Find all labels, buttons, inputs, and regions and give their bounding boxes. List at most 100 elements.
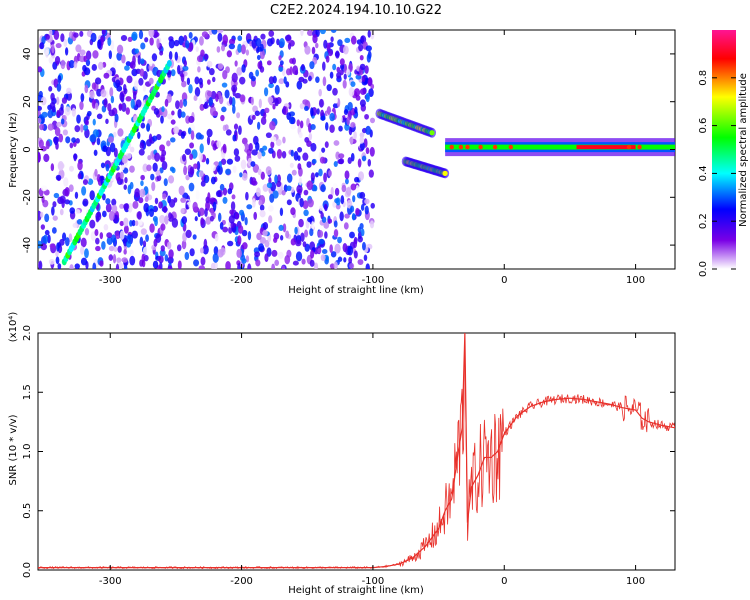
heat-cell bbox=[153, 108, 160, 115]
heat-cell bbox=[259, 43, 264, 52]
heat-cell bbox=[183, 165, 188, 176]
heat-cell bbox=[38, 152, 41, 163]
heat-cell bbox=[182, 153, 187, 162]
heat-cell bbox=[337, 39, 343, 47]
heat-cell bbox=[47, 123, 54, 131]
heat-cell bbox=[297, 163, 302, 170]
heat-cell bbox=[48, 85, 53, 92]
heat-cell bbox=[208, 68, 215, 76]
heat-cell bbox=[330, 251, 337, 258]
heat-cell bbox=[164, 215, 169, 225]
heat-cell bbox=[52, 215, 58, 221]
heat-cell bbox=[255, 69, 260, 77]
heat-cell bbox=[44, 229, 50, 236]
heat-cell bbox=[316, 139, 322, 147]
heat-cell bbox=[365, 125, 372, 135]
heat-cell bbox=[359, 135, 364, 144]
y-tick-label: 0 bbox=[22, 146, 33, 152]
heat-cell bbox=[40, 243, 47, 251]
heat-cell bbox=[217, 63, 224, 70]
heat-cell bbox=[225, 261, 231, 269]
heat-cell bbox=[328, 170, 332, 177]
heat-cell bbox=[366, 53, 371, 63]
heat-cell bbox=[310, 124, 316, 131]
heat-cell bbox=[245, 49, 250, 56]
heat-cell bbox=[148, 77, 154, 85]
heat-cell bbox=[139, 68, 145, 77]
heat-cell bbox=[47, 109, 54, 119]
y-tick-label: 2.0 bbox=[22, 325, 33, 341]
heat-cell bbox=[241, 229, 248, 237]
heat-cell bbox=[109, 87, 114, 97]
heat-cell bbox=[492, 144, 498, 150]
heat-cell bbox=[216, 165, 221, 173]
heat-cell bbox=[168, 249, 174, 259]
heat-cell bbox=[228, 96, 233, 105]
heat-cell bbox=[164, 254, 169, 262]
heat-cell bbox=[326, 106, 332, 115]
y-tick-label: 1.0 bbox=[22, 444, 33, 460]
heat-cell bbox=[322, 61, 326, 71]
spectrogram-marks bbox=[38, 30, 675, 269]
heat-cell bbox=[287, 42, 292, 50]
heat-cell bbox=[260, 171, 265, 180]
heat-cell bbox=[122, 167, 129, 174]
heat-cell bbox=[353, 131, 357, 140]
heat-cell bbox=[50, 163, 55, 172]
heat-cell bbox=[106, 232, 113, 239]
heat-cell bbox=[197, 66, 201, 73]
heat-cell bbox=[170, 119, 176, 125]
heat-cell bbox=[251, 149, 258, 156]
heat-cell bbox=[297, 147, 303, 153]
heat-cell bbox=[185, 229, 192, 239]
heat-cell bbox=[125, 96, 132, 102]
heat-cell bbox=[92, 118, 96, 126]
heat-cell bbox=[337, 236, 342, 244]
heat-cell bbox=[319, 98, 324, 108]
heat-cell bbox=[306, 140, 312, 148]
heat-cell bbox=[85, 50, 92, 60]
heat-cell bbox=[311, 221, 315, 230]
heat-cell bbox=[274, 84, 280, 95]
heat-cell bbox=[205, 157, 210, 165]
heat-cell bbox=[159, 214, 166, 224]
heat-cell bbox=[198, 77, 203, 85]
heat-cell bbox=[224, 124, 229, 131]
heat-cell bbox=[61, 97, 68, 104]
heat-cell bbox=[207, 79, 211, 85]
heat-cell bbox=[275, 138, 282, 147]
heat-cell bbox=[291, 186, 295, 193]
heat-cell bbox=[265, 132, 272, 139]
heat-cell bbox=[239, 144, 246, 152]
heat-cell bbox=[248, 143, 253, 152]
heat-cell bbox=[360, 203, 365, 211]
heat-cell bbox=[311, 158, 317, 164]
heat-cell bbox=[131, 230, 138, 239]
heat-cell bbox=[327, 218, 333, 224]
heat-cell bbox=[364, 65, 369, 74]
heat-cell bbox=[199, 36, 204, 46]
heat-cell bbox=[262, 145, 268, 151]
heat-cell bbox=[182, 98, 188, 107]
heat-cell bbox=[321, 216, 327, 223]
heat-cell bbox=[199, 143, 204, 154]
heat-cell bbox=[212, 252, 219, 263]
heat-cell bbox=[168, 175, 175, 184]
heat-cell bbox=[334, 187, 340, 196]
heat-cell bbox=[264, 253, 269, 263]
heat-cell bbox=[156, 174, 162, 182]
heat-cell bbox=[201, 31, 209, 38]
heat-cell bbox=[206, 128, 213, 138]
heat-cell bbox=[149, 223, 155, 233]
heat-cell bbox=[360, 228, 365, 237]
heat-cell bbox=[280, 235, 284, 241]
heat-cell bbox=[323, 172, 327, 183]
heat-cell bbox=[184, 148, 192, 155]
heat-cell bbox=[308, 132, 313, 141]
heat-cell bbox=[103, 72, 110, 79]
heat-cell bbox=[207, 192, 211, 202]
heat-cell bbox=[83, 55, 87, 63]
heat-cell bbox=[129, 146, 135, 153]
heat-cell bbox=[344, 170, 350, 180]
heat-cell bbox=[80, 93, 85, 102]
